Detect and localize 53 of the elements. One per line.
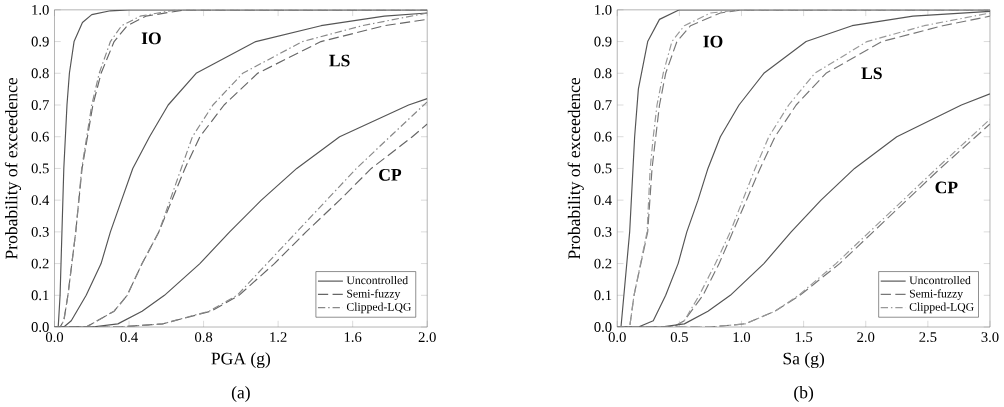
y-tick-label: 0.3 [31, 226, 49, 237]
x-tick-label: 0.8 [195, 332, 213, 343]
y-tick-label: 0.3 [594, 226, 612, 237]
y-tick-label: 0.0 [594, 322, 612, 333]
legend-label: Uncontrolled [909, 276, 971, 285]
y-tick-label: 1.0 [32, 4, 49, 15]
annotation: CP [935, 181, 958, 194]
annotation: IO [703, 35, 723, 48]
annotation: LS [861, 67, 882, 80]
y-tick-label: 0.6 [31, 131, 49, 142]
y-tick-label: 0.9 [31, 36, 49, 47]
y-tick-label: 0.7 [594, 100, 612, 111]
legend-label: Uncontrolled [346, 276, 408, 285]
text: (a) [231, 386, 250, 403]
y-axis-title: Probability of exceedence [4, 77, 22, 260]
x-tick-label: 3.0 [981, 332, 999, 343]
x-tick-label: 0.4 [120, 332, 138, 343]
x-tick-label: 1.5 [795, 332, 813, 343]
y-tick-label: 0.0 [31, 322, 49, 333]
y-tick-label: 0.9 [594, 36, 612, 47]
x-axis-title: PGA (g) [211, 352, 271, 369]
y-tick-label: 0.5 [594, 163, 612, 174]
y-tick-label: 0.1 [594, 290, 612, 301]
annotation: IO [141, 32, 161, 45]
x-tick-label: 0.0 [45, 332, 64, 343]
x-tick-label: 2.5 [919, 332, 937, 343]
legend-label: Semi-fuzzy [909, 289, 964, 300]
legend-label: Clipped-LQG [909, 302, 974, 314]
x-tick-label: 1.6 [344, 332, 362, 343]
legend-label: Semi-fuzzy [347, 289, 401, 300]
y-tick-label: 1.0 [595, 4, 612, 15]
annotation: LS [329, 54, 350, 67]
y-tick-label: 0.8 [31, 68, 49, 79]
y-tick-label: 0.5 [31, 163, 49, 174]
x-tick-label: 1.0 [733, 332, 751, 343]
y-tick-label: 0.4 [594, 195, 612, 206]
x-axis-title: Sa (g) [783, 352, 825, 369]
y-axis-title: Probability of exceedence [567, 77, 584, 260]
x-tick-label: 2.0 [857, 332, 875, 343]
text: (b) [794, 386, 814, 403]
x-tick-label: 0.0 [608, 332, 626, 343]
annotation: CP [379, 168, 402, 181]
y-tick-label: 0.6 [594, 131, 612, 142]
y-tick-label: 0.2 [594, 258, 612, 269]
y-tick-label: 0.4 [31, 195, 50, 206]
x-tick-label: 0.5 [670, 332, 688, 343]
x-tick-label: 2.0 [418, 332, 436, 343]
y-tick-label: 0.7 [31, 100, 49, 111]
y-tick-label: 0.1 [31, 290, 49, 301]
legend-label: Clipped-LQG [346, 302, 411, 314]
y-tick-label: 0.8 [594, 68, 612, 79]
x-tick-label: 1.2 [270, 332, 287, 343]
y-tick-label: 0.2 [31, 258, 49, 269]
